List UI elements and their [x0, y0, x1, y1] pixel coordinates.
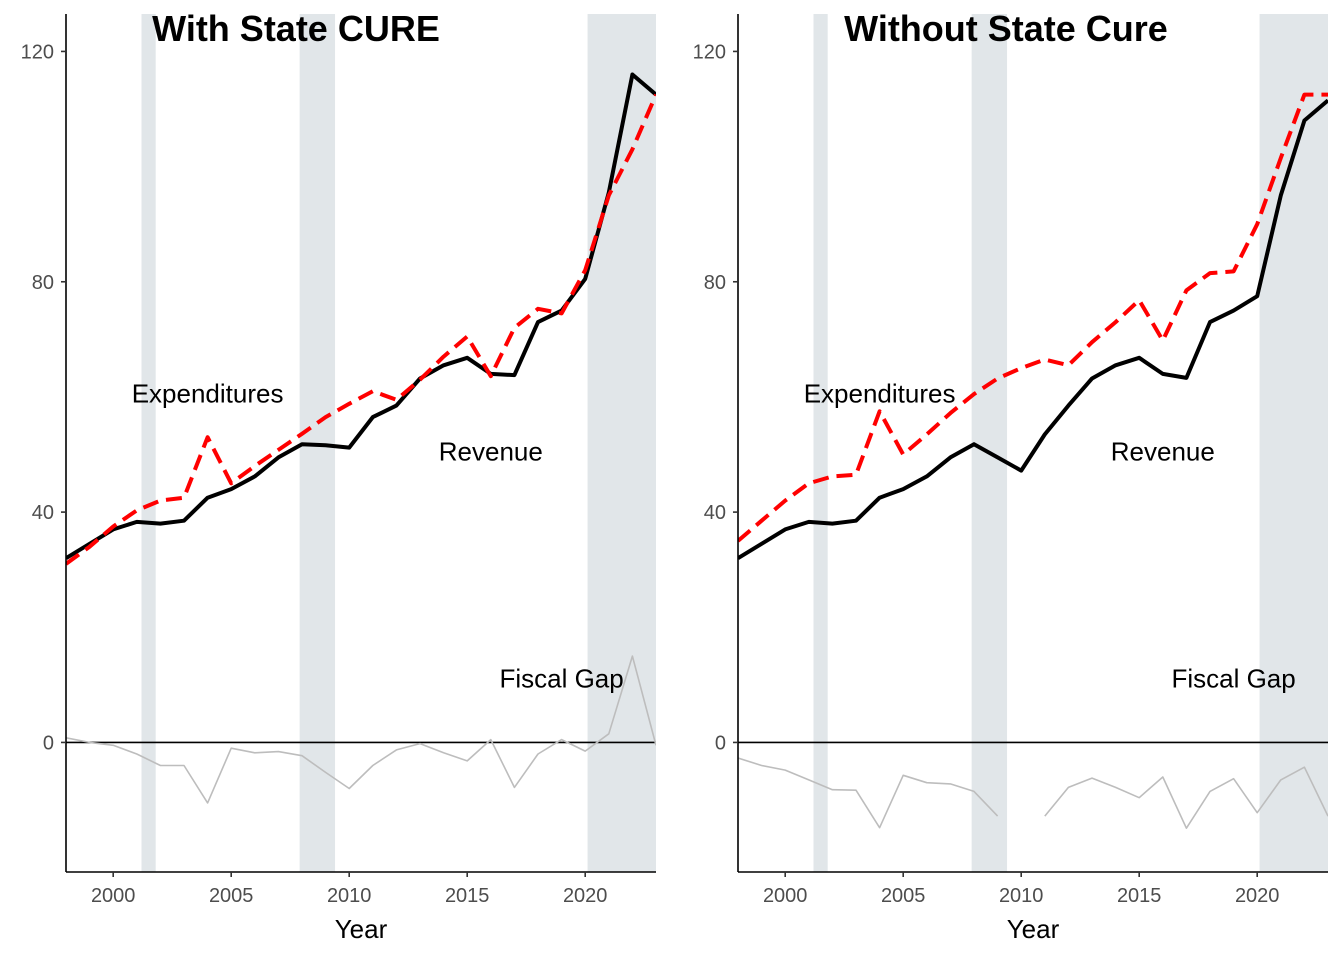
x-axis-title: Year [335, 914, 388, 944]
series-line-revenue [66, 72, 656, 560]
series-line-fiscal-gap [738, 757, 999, 829]
annotation-revenue: Revenue [1111, 436, 1215, 466]
x-tick-label: 2015 [1117, 885, 1162, 907]
y-tick-label: 40 [704, 502, 726, 524]
recession-band [971, 14, 1008, 872]
y-tick-label: 40 [32, 502, 54, 524]
y-tick-label: 0 [43, 732, 54, 754]
y-tick-label: 120 [21, 41, 54, 63]
recession-band [141, 14, 156, 872]
x-axis-title: Year [1007, 914, 1060, 944]
series-line-revenue [738, 98, 1328, 560]
x-tick-label: 2010 [999, 885, 1044, 907]
series-line-fiscal-gap [66, 655, 656, 804]
annotation-fiscal-gap: Fiscal Gap [499, 664, 623, 694]
annotation-expenditures: Expenditures [804, 379, 956, 409]
x-tick-label: 2020 [1235, 885, 1280, 907]
recession-band [587, 14, 656, 872]
x-tick-label: 2015 [445, 885, 490, 907]
series-line-expenditures [66, 93, 656, 566]
x-tick-label: 2020 [563, 885, 608, 907]
series-line-expenditures [738, 92, 1328, 543]
x-tick-label: 2000 [91, 885, 136, 907]
chart-panel-1: 0 40 80 120 2000 2005 2010 2015 2020 Year With Sta… [21, 8, 656, 944]
y-tick-label: 0 [715, 732, 726, 754]
annotation-fiscal-gap: Fiscal Gap [1171, 664, 1295, 694]
panel-title: Without State Cure [844, 8, 1168, 49]
recession-band [813, 14, 828, 872]
x-tick-label: 2005 [209, 885, 254, 907]
y-tick-label: 120 [693, 41, 726, 63]
chart-panel-2: 0 40 80 120 2000 2005 2010 2015 2020 Year Without … [693, 8, 1328, 944]
recession-band [1259, 14, 1328, 872]
x-tick-label: 2010 [327, 885, 372, 907]
panel-title: With State CURE [152, 8, 440, 49]
y-tick-label: 80 [32, 272, 54, 294]
annotation-expenditures: Expenditures [132, 379, 284, 409]
x-tick-label: 2000 [763, 885, 808, 907]
x-tick-label: 2005 [881, 885, 926, 907]
annotation-revenue: Revenue [439, 436, 543, 466]
series-line-fiscal-gap [1044, 766, 1328, 830]
y-tick-label: 80 [704, 272, 726, 294]
